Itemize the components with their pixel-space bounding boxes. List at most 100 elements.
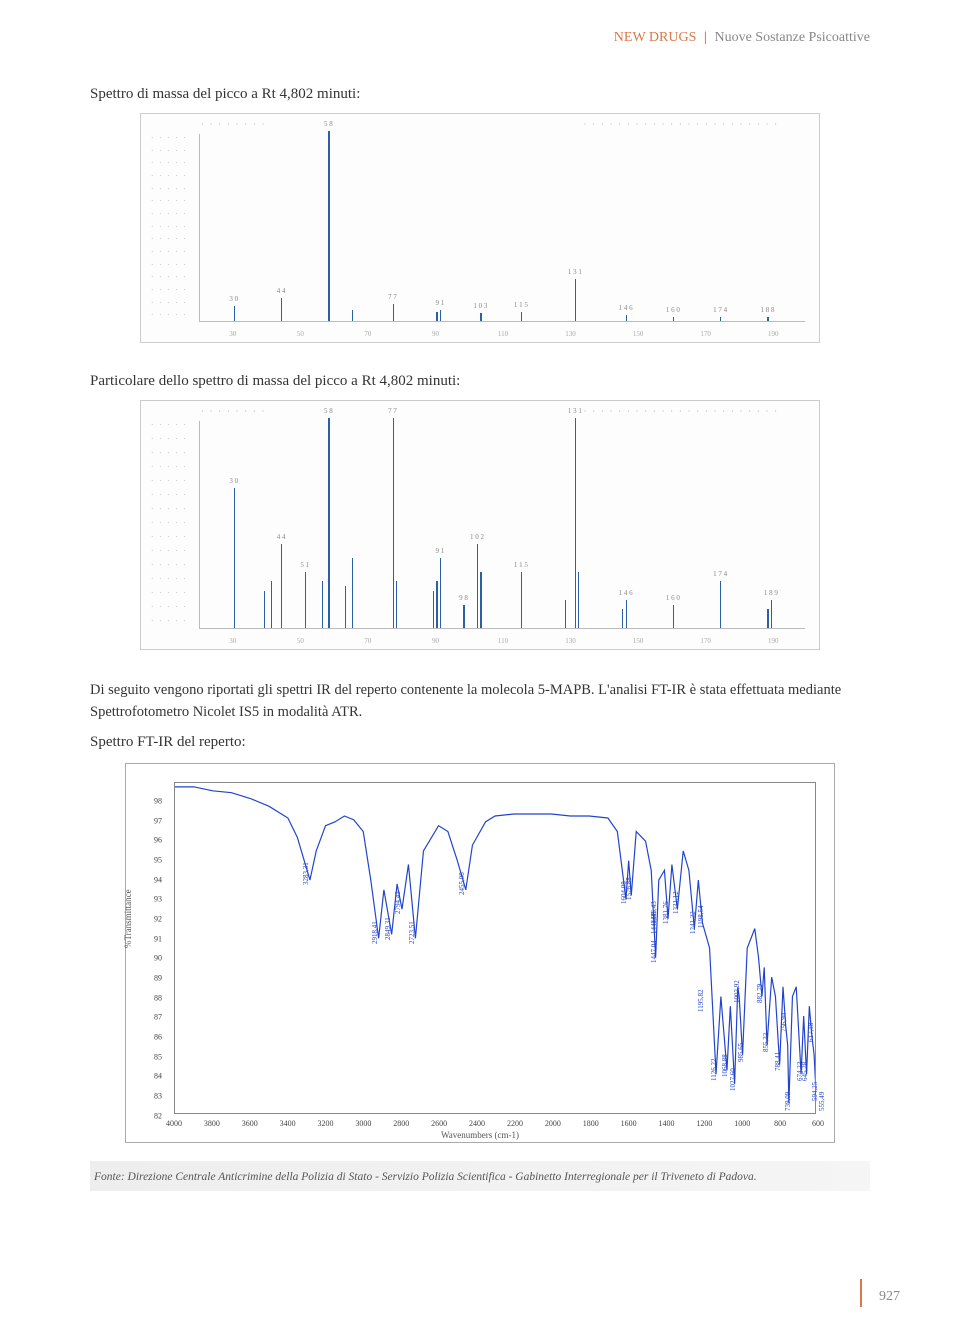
ftir-peak-label: 1198,54 [697,905,705,928]
ftir-peak-label: 2455,98 [458,872,466,895]
ms-chart-2: · · · · · · · · · · · · · · · · · · · · … [140,400,820,650]
ftir-peak-label: 2794,43 [394,891,402,914]
ftir-ytick: 93 [154,895,162,904]
ms-peak-label: 1 3 1 [568,268,582,276]
ftir-ytick: 84 [154,1072,162,1081]
ms-peak-label: 5 1 [300,561,309,569]
ftir-peak-label: 2918,41 [371,921,379,944]
page-header: NEW DRUGS | Nuove Sostanze Psicoattive [90,30,870,46]
ms-peak [626,600,627,628]
ftir-peak-label: 1447,04 [650,941,658,964]
source-text: Fonte: Direzione Centrale Anticrimine de… [90,1171,757,1183]
ms-peak [575,418,576,628]
ms-peak [433,591,434,628]
ftir-ytick: 82 [154,1111,162,1120]
ftir-xtick: 2800 [393,1119,409,1128]
ms-peak [767,317,768,321]
ftir-peak-label: 985,65 [737,1042,745,1061]
ms-peak-label: 1 0 2 [470,533,484,541]
ms1-subtitle: · · · · · · · · · · · · · · · · · · · · … [584,120,779,129]
header-left: NEW DRUGS [614,30,697,45]
ms-peak [440,310,441,321]
ms-peak-label: 3 0 [229,295,238,303]
header-separator: | [704,30,707,45]
ms-peak-label: 1 0 3 [473,302,487,310]
ms-peak [352,558,353,628]
ftir-ytick: 92 [154,915,162,924]
ms-peak-label: 9 1 [435,547,444,555]
ftir-peak-label: 3283,31 [302,862,310,885]
ftir-xlabel: Wavenumbers (cm-1) [441,1130,519,1140]
ms-peak-label: 1 4 6 [619,589,633,597]
ftir-xtick: 800 [774,1119,786,1128]
header-right: Nuove Sostanze Psicoattive [714,30,870,45]
ms-peak-label: 4 4 [277,533,286,541]
ms-peak [264,591,265,628]
section2-title: Particolare dello spettro di massa del p… [90,373,870,390]
ftir-ytick: 88 [154,993,162,1002]
ftir-peak-label: 645,28 [801,1062,809,1081]
ftir-xtick: 600 [812,1119,824,1128]
ms-peak-label: 1 6 0 [666,306,680,314]
ftir-ytick: 96 [154,836,162,845]
ms-peak-label: 5 8 [324,120,333,128]
ftir-peak-label: 1381,76 [662,901,670,924]
ftir-peak-label: 1195,82 [697,990,705,1013]
ms-peak-label: 7 7 [388,293,397,301]
ms-peak-label: 7 7 [388,407,397,415]
ms-peak [578,572,579,628]
ms-peak [436,312,437,322]
ftir-xtick: 4000 [166,1119,182,1128]
ms-peak [673,605,674,628]
ms-peak [480,572,481,628]
ftir-peak-label: 1003,92 [733,980,741,1003]
ftir-peak-label: 1068,88 [721,1055,729,1078]
ftir-ytick: 98 [154,797,162,806]
ftir-xtick: 1200 [696,1119,712,1128]
ms-peak [328,418,329,628]
ftir-peak-label: 855,33 [762,1032,770,1051]
ms-peak [328,131,329,321]
ftir-chart: %Transmittance Wavenumbers (cm-1) 828384… [125,763,835,1143]
ftir-peak-label: 555,49 [818,1091,826,1110]
ms2-subtitle: · · · · · · · · · · · · · · · · · · · · … [584,407,779,416]
section1-title: Spettro di massa del picco a Rt 4,802 mi… [90,86,870,103]
ms-peak-label: 3 0 [229,477,238,485]
ms-peak-label: 4 4 [277,287,286,295]
ms1-legend: · · · · · · · · [201,120,266,129]
ms-peak [436,581,437,628]
ftir-peak-label: 2723,51 [408,921,416,944]
ms-peak-label: 1 8 9 [764,589,778,597]
ms-peak-label: 1 8 8 [760,306,774,314]
ms-peak [575,279,576,321]
ms2-legend: · · · · · · · · [201,407,266,416]
ms-peak [281,544,282,628]
ftir-xtick: 1000 [734,1119,750,1128]
ftir-ytick: 89 [154,973,162,982]
ftir-ytick: 97 [154,816,162,825]
ftir-peak-label: 1126,22 [710,1059,718,1082]
ftir-peak-label: 1576,88 [625,878,633,901]
ms-peak-label: 1 1 5 [514,561,528,569]
ftir-ytick: 91 [154,934,162,943]
ftir-ytick: 90 [154,954,162,963]
ftir-peak-label: 1241,22 [689,911,697,934]
ftir-peak-label: 1444,85 [650,911,658,934]
ftir-xtick: 2200 [507,1119,523,1128]
ms-peak [271,581,272,628]
ftir-peak-label: 756,94 [780,1013,788,1032]
ftir-xtick: 3400 [280,1119,296,1128]
ftir-ytick: 85 [154,1052,162,1061]
ms-peak-label: 1 1 5 [514,301,528,309]
ms-peak-label: 5 8 [324,407,333,415]
ftir-xtick: 2400 [469,1119,485,1128]
ms-peak [396,581,397,628]
ms-peak-label: 1 6 0 [666,594,680,602]
ms-peak [480,313,481,321]
ftir-xtick: 3000 [355,1119,371,1128]
ftir-ytick: 83 [154,1091,162,1100]
ftir-xtick: 2600 [431,1119,447,1128]
ftir-peak-label: 1331,12 [672,891,680,914]
ftir-peak-label: 2849,31 [384,917,392,940]
ftir-xtick: 2000 [545,1119,561,1128]
